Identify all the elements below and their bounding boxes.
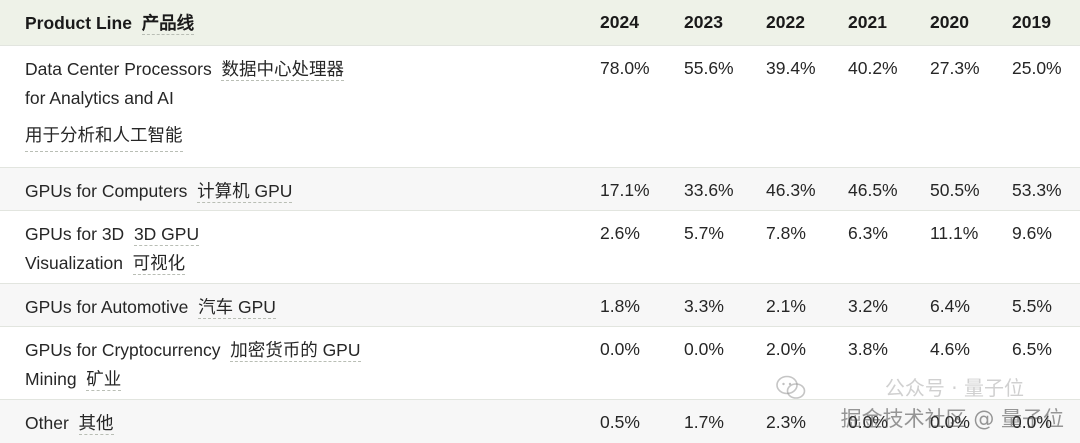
- table-row: Data Center Processors 数据中心处理器 for Analy…: [0, 44, 1080, 167]
- product-name-zh: 加密货币的 GPU: [230, 339, 361, 362]
- product-name-en: GPUs for Computers: [25, 180, 188, 201]
- value-cell: 0.0%: [664, 325, 746, 399]
- product-name-en: GPUs for 3D: [25, 223, 125, 244]
- header-year: 2023: [684, 11, 723, 32]
- value-cell: 3.3%: [664, 282, 746, 326]
- product-line-cell: GPUs for Cryptocurrency 加密货币的 GPU Mining…: [0, 325, 580, 399]
- product-name-en: Mining: [25, 368, 77, 389]
- value-cell: 1.8%: [580, 282, 664, 326]
- header-year: 2022: [766, 11, 805, 32]
- product-name-zh: 其他: [78, 412, 114, 435]
- product-name-zh: 可视化: [132, 252, 186, 275]
- product-name-en: Other: [25, 412, 69, 433]
- value-cell: 6.5%: [992, 325, 1080, 399]
- table-header-row: Product Line 产品线 2024 2023 2022 2021 202…: [0, 0, 1080, 45]
- header-year: 2020: [930, 11, 969, 32]
- header-label-en: Product Line: [25, 12, 132, 33]
- header-product-line: Product Line 产品线: [0, 0, 580, 45]
- value-cell: 11.1%: [910, 209, 992, 283]
- value-cell: 17.1%: [580, 166, 664, 210]
- value-cell: 0.0%: [828, 398, 910, 443]
- table-row: GPUs for Cryptocurrency 加密货币的 GPU Mining…: [0, 325, 1080, 399]
- value-cell: 3.2%: [828, 282, 910, 326]
- value-cell: 46.3%: [746, 166, 828, 210]
- value-cell: 78.0%: [580, 44, 664, 167]
- product-name-en: GPUs for Cryptocurrency: [25, 339, 221, 360]
- value-cell: 27.3%: [910, 44, 992, 167]
- product-name-zh: 3D GPU: [133, 223, 200, 246]
- value-cell: 9.6%: [992, 209, 1080, 283]
- value-cell: 2.1%: [746, 282, 828, 326]
- value-cell: 2.0%: [746, 325, 828, 399]
- product-line-cell: Data Center Processors 数据中心处理器 for Analy…: [0, 44, 580, 167]
- product-name-en: GPUs for Automotive: [25, 296, 189, 317]
- product-line-cell: GPUs for 3D 3D GPU Visualization 可视化: [0, 209, 580, 283]
- value-cell: 0.0%: [910, 398, 992, 443]
- header-year: 2024: [600, 11, 639, 32]
- value-cell: 3.8%: [828, 325, 910, 399]
- value-cell: 4.6%: [910, 325, 992, 399]
- product-name-zh: 汽车 GPU: [198, 296, 276, 319]
- value-cell: 2.6%: [580, 209, 664, 283]
- table-row: GPUs for Computers 计算机 GPU 17.1% 33.6% 4…: [0, 166, 1080, 210]
- table-row: GPUs for Automotive 汽车 GPU 1.8% 3.3% 2.1…: [0, 282, 1080, 326]
- product-name-zh: 用于分析和人工智能: [25, 121, 183, 152]
- value-cell: 0.5%: [580, 398, 664, 443]
- product-name-zh: 数据中心处理器: [221, 58, 344, 81]
- value-cell: 5.5%: [992, 282, 1080, 326]
- value-cell: 50.5%: [910, 166, 992, 210]
- product-name-en: Data Center Processors: [25, 58, 212, 79]
- value-cell: 25.0%: [992, 44, 1080, 167]
- value-cell: 5.7%: [664, 209, 746, 283]
- product-name-en: for Analytics and AI: [25, 87, 174, 108]
- table-row: GPUs for 3D 3D GPU Visualization 可视化 2.6…: [0, 209, 1080, 283]
- value-cell: 46.5%: [828, 166, 910, 210]
- header-label-zh: 产品线: [141, 12, 195, 35]
- value-cell: 6.4%: [910, 282, 992, 326]
- value-cell: 0.0%: [580, 325, 664, 399]
- value-cell: 1.7%: [664, 398, 746, 443]
- value-cell: 40.2%: [828, 44, 910, 167]
- value-cell: 55.6%: [664, 44, 746, 167]
- header-year: 2021: [848, 11, 887, 32]
- value-cell: 6.3%: [828, 209, 910, 283]
- product-line-cell: GPUs for Computers 计算机 GPU: [0, 166, 580, 210]
- product-line-cell: GPUs for Automotive 汽车 GPU: [0, 282, 580, 326]
- value-cell: 7.8%: [746, 209, 828, 283]
- product-name-zh: 矿业: [86, 368, 122, 391]
- value-cell: 39.4%: [746, 44, 828, 167]
- product-name-zh: 计算机 GPU: [197, 180, 293, 203]
- product-name-en: Visualization: [25, 252, 123, 273]
- value-cell: 0.0%: [992, 398, 1080, 443]
- header-year: 2019: [1012, 11, 1051, 32]
- value-cell: 2.3%: [746, 398, 828, 443]
- value-cell: 33.6%: [664, 166, 746, 210]
- table-row: Other 其他 0.5% 1.7% 2.3% 0.0% 0.0% 0.0%: [0, 398, 1080, 443]
- product-line-cell: Other 其他: [0, 398, 580, 443]
- value-cell: 53.3%: [992, 166, 1080, 210]
